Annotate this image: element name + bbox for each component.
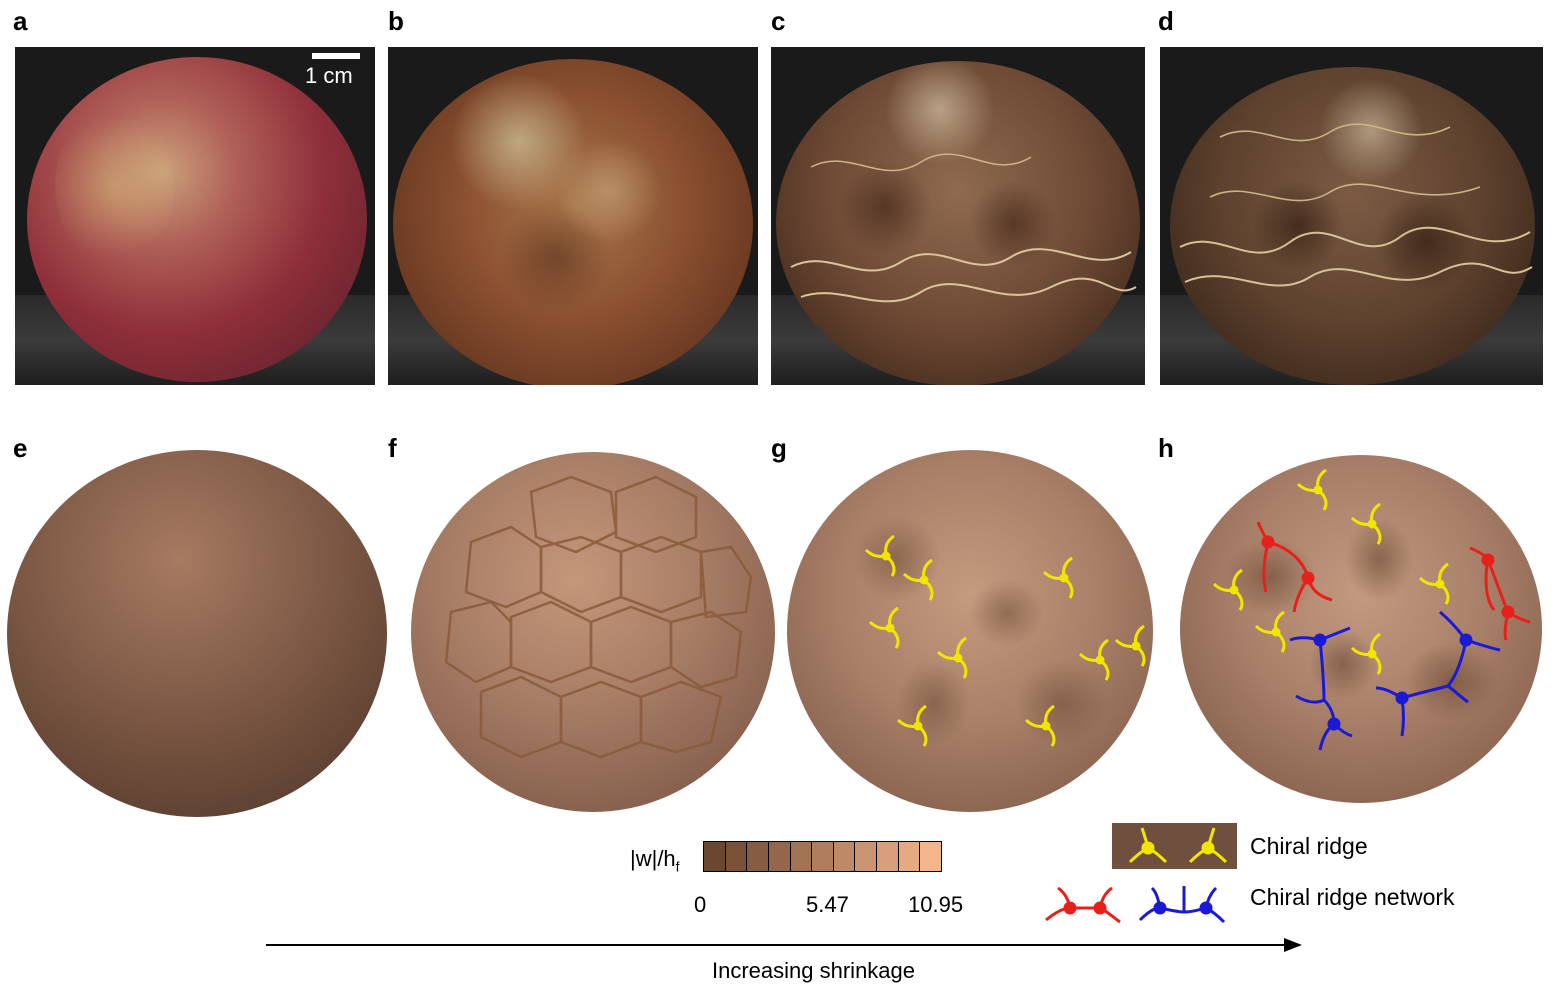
wrinkle-lines-d — [1179, 123, 1533, 287]
colorbar-segment — [855, 842, 878, 871]
colorbar-segment — [833, 842, 856, 871]
panel-label-a: a — [13, 6, 28, 36]
colorbar-segment — [920, 842, 942, 871]
colorbar-segment — [704, 842, 726, 871]
photo-d — [1160, 47, 1543, 385]
wrinkle-lines-c — [790, 153, 1137, 303]
panel-label-d: d — [1158, 6, 1174, 36]
legend-blue-node — [1153, 901, 1167, 915]
sim-sphere-g — [787, 450, 1153, 812]
panel-label-h: h — [1158, 433, 1174, 463]
legend-red-node — [1063, 901, 1077, 915]
sim-sphere-e — [7, 450, 387, 817]
photo-a: 1 cm — [15, 47, 375, 385]
colorbar-segment — [812, 842, 834, 871]
photo-b — [388, 47, 758, 385]
colorbar — [703, 841, 942, 872]
colorbar-tick-0: 0 — [694, 892, 707, 917]
colorbar-segment — [725, 842, 748, 871]
panel-label-b: b — [388, 6, 404, 36]
colorbar-segment — [747, 842, 769, 871]
legend-chiral-ridge-network-label: Chiral ridge network — [1250, 884, 1455, 910]
fruit-dimpled — [393, 59, 753, 385]
shrinkage-axis-label: Increasing shrinkage — [712, 958, 916, 983]
legend-blue-node — [1199, 901, 1213, 915]
colorbar-label-main: |w|/h — [630, 846, 676, 871]
colorbar-label: |w|/hf — [630, 846, 680, 874]
legend-chiral-ridge-swatch — [1112, 823, 1237, 869]
fruit-highly-wrinkled — [1170, 67, 1535, 385]
fruit-wrinkled — [776, 61, 1140, 385]
colorbar-tick-mid: 5.47 — [806, 892, 849, 917]
fruit-smooth — [27, 57, 367, 382]
colorbar-segment — [877, 842, 899, 871]
hexagon-grid-f — [444, 475, 753, 759]
colorbar-segment — [768, 842, 791, 871]
panel-label-c: c — [771, 6, 786, 36]
sim-sphere-f — [411, 452, 775, 812]
sim-sphere-h — [1180, 455, 1542, 803]
colorbar-segment — [790, 842, 813, 871]
photo-c — [771, 47, 1145, 385]
scale-bar-label: 1 cm — [305, 63, 353, 88]
scale-bar — [312, 53, 360, 59]
colorbar-segment — [898, 842, 921, 871]
panel-label-g: g — [771, 433, 787, 463]
legend-chiral-ridge-label: Chiral ridge — [1250, 833, 1368, 859]
colorbar-tick-max: 10.95 — [908, 892, 964, 917]
legend-red-node — [1093, 901, 1107, 915]
panel-label-e: e — [13, 433, 28, 463]
panel-label-f: f — [388, 433, 397, 463]
colorbar-label-sub: f — [675, 858, 680, 875]
